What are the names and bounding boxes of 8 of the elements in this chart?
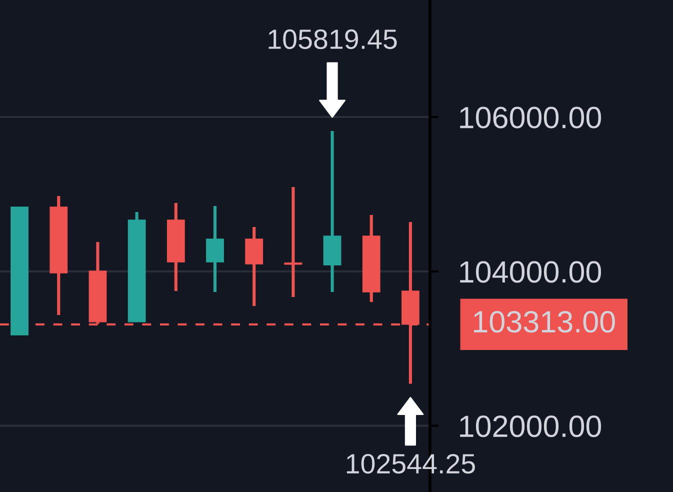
candlestick — [206, 206, 224, 292]
y-tick-label: 104000.00 — [460, 261, 602, 283]
y-tick-label: 106000.00 — [460, 106, 602, 128]
candlestick — [284, 187, 302, 298]
ref-line-label: 103313.00 — [474, 310, 615, 333]
annotation: 102544.25 — [346, 454, 475, 474]
annotation: 105819.45 — [268, 29, 397, 50]
y-tick-label: 102000.00 — [460, 416, 602, 438]
